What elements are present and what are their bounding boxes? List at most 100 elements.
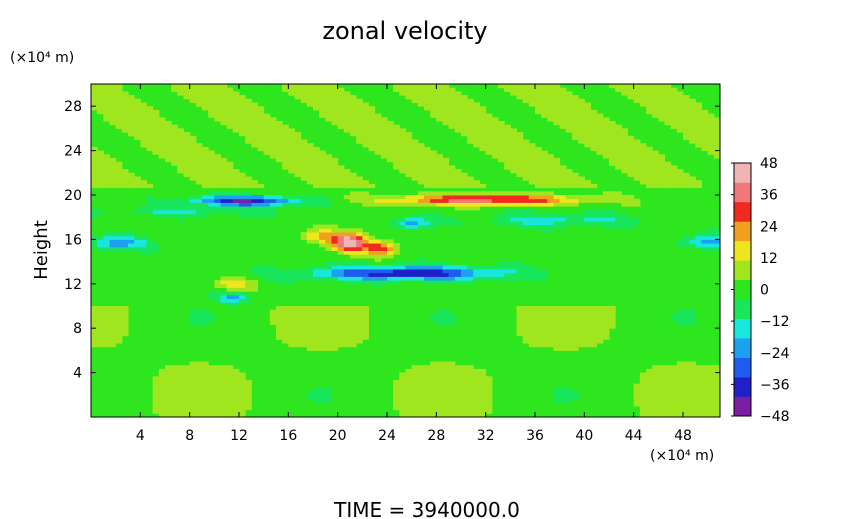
field-cell xyxy=(454,380,462,385)
field-cell xyxy=(146,121,154,126)
field-cell xyxy=(689,102,696,107)
field-cell xyxy=(325,109,332,115)
field-cell xyxy=(707,391,715,396)
field-cell xyxy=(128,117,135,122)
field-cell xyxy=(411,195,419,200)
field-cell xyxy=(596,328,604,333)
field-cell xyxy=(232,413,240,418)
field-cell xyxy=(467,176,474,181)
field-cell xyxy=(559,320,567,325)
field-cell xyxy=(158,135,166,140)
field-cell xyxy=(615,135,622,140)
field-cell xyxy=(313,84,320,89)
field-cell xyxy=(683,372,690,377)
field-cell xyxy=(103,235,110,240)
field-cell xyxy=(121,98,129,103)
field-cell xyxy=(411,224,419,229)
field-cell xyxy=(282,202,289,207)
field-cell xyxy=(516,272,524,277)
field-cell xyxy=(689,180,696,185)
field-cell xyxy=(393,276,400,281)
field-cell xyxy=(461,265,468,270)
field-cell xyxy=(319,328,326,333)
field-cell xyxy=(473,206,480,211)
field-cell xyxy=(565,387,573,392)
field-cell xyxy=(405,272,413,277)
field-cell xyxy=(553,320,561,325)
field-cell xyxy=(343,180,351,185)
field-cell xyxy=(97,306,104,311)
field-cell xyxy=(195,213,203,218)
field-cell xyxy=(646,158,653,163)
field-cell xyxy=(436,102,443,107)
field-cell xyxy=(411,202,419,207)
field-cell xyxy=(448,265,456,270)
field-cell xyxy=(393,394,400,399)
field-cell xyxy=(195,365,203,370)
field-cell xyxy=(306,339,314,344)
field-cell xyxy=(436,376,443,381)
field-cell xyxy=(165,383,172,388)
field-cell xyxy=(356,121,363,126)
field-cell xyxy=(202,172,209,177)
field-cell xyxy=(208,372,215,377)
field-cell xyxy=(356,276,363,281)
field-cell xyxy=(380,117,388,122)
field-cell xyxy=(343,306,351,311)
field-cell xyxy=(269,139,277,144)
field-cell xyxy=(276,335,283,340)
field-cell xyxy=(103,324,110,329)
field-cell xyxy=(695,405,702,411)
field-cell xyxy=(547,335,554,340)
field-cell xyxy=(220,280,228,285)
field-cell xyxy=(633,172,641,177)
field-cell xyxy=(707,124,715,129)
field-cell xyxy=(245,387,252,392)
field-cell xyxy=(393,195,400,200)
field-cell xyxy=(664,172,672,177)
field-cell xyxy=(510,198,517,203)
field-cell xyxy=(713,139,721,144)
field-cell xyxy=(128,243,135,248)
field-cell xyxy=(183,165,191,170)
field-cell xyxy=(189,413,197,418)
field-cell xyxy=(633,95,641,100)
field-cell xyxy=(602,317,610,322)
field-cell xyxy=(146,195,154,200)
field-cell xyxy=(356,265,363,270)
field-cell xyxy=(226,365,234,370)
field-cell xyxy=(584,143,591,148)
field-cell xyxy=(658,409,665,414)
field-cell xyxy=(177,84,184,89)
field-cell xyxy=(461,272,468,277)
field-cell xyxy=(565,95,573,100)
field-cell xyxy=(664,106,672,111)
field-cell xyxy=(325,172,332,177)
field-cell xyxy=(115,235,123,240)
field-cell xyxy=(91,150,98,155)
field-cell xyxy=(109,113,117,118)
field-cell xyxy=(239,195,246,200)
field-cell xyxy=(664,368,672,374)
field-cell xyxy=(633,176,641,181)
field-cell xyxy=(319,320,326,325)
field-cell xyxy=(226,391,234,396)
field-cell xyxy=(633,84,641,89)
field-cell xyxy=(516,91,524,96)
field-cell xyxy=(516,84,524,89)
field-cell xyxy=(300,139,308,144)
field-cell xyxy=(436,165,443,170)
field-cell xyxy=(282,165,289,170)
field-cell xyxy=(461,102,468,107)
field-cell xyxy=(214,195,221,200)
field-cell xyxy=(313,91,320,96)
field-cell xyxy=(276,272,283,277)
field-cell xyxy=(350,232,357,237)
field-cell xyxy=(337,98,345,103)
field-cell xyxy=(121,102,129,107)
field-cell xyxy=(467,109,474,115)
field-cell xyxy=(572,313,579,318)
field-cell xyxy=(528,224,536,229)
field-cell xyxy=(639,158,647,163)
